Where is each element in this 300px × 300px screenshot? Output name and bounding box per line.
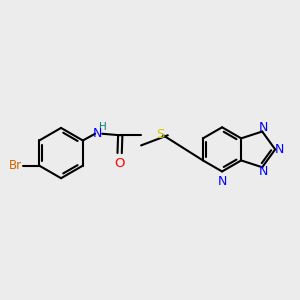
Text: N: N [259, 121, 268, 134]
Text: O: O [114, 157, 125, 170]
Text: H: H [99, 122, 106, 132]
Text: S: S [156, 128, 165, 141]
Text: N: N [259, 165, 268, 178]
Text: N: N [218, 176, 227, 188]
Text: N: N [92, 127, 102, 140]
Text: Br: Br [9, 159, 22, 172]
Text: N: N [275, 143, 284, 156]
